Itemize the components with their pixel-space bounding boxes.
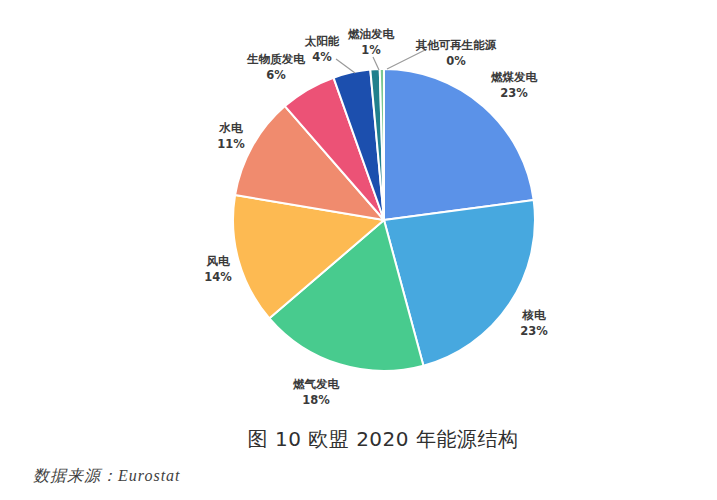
- slice-percent: 23%: [469, 85, 559, 101]
- figure: 燃煤发电 23% 核电 23% 燃气发电 18% 风电 14% 水电 11% 生…: [0, 0, 717, 500]
- slice-name: 水电: [186, 120, 276, 136]
- slice-percent: 18%: [271, 392, 361, 408]
- slice-name: 燃气发电: [271, 376, 361, 392]
- leader-line: [373, 57, 379, 70]
- slice-label-hydro: 水电 11%: [186, 120, 276, 152]
- pie-chart: [0, 0, 717, 500]
- slice-name: 燃煤发电: [469, 69, 559, 85]
- slice-name: 核电: [494, 307, 574, 323]
- slice-percent: 14%: [173, 269, 263, 285]
- slice-label-coal: 燃煤发电 23%: [469, 69, 559, 101]
- slice-percent: 11%: [186, 136, 276, 152]
- data-source: 数据来源：Eurostat: [33, 466, 181, 487]
- slice-label-wind: 风电 14%: [173, 253, 263, 285]
- slice-name: 风电: [173, 253, 263, 269]
- slice-label-gas: 燃气发电 18%: [271, 376, 361, 408]
- slice-percent: 6%: [221, 67, 331, 83]
- chart-title: 图 10 欧盟 2020 年能源结构: [49, 426, 717, 453]
- slice-label-other-renewables: 其他可再生能源 0%: [401, 37, 511, 69]
- slice-name: 其他可再生能源: [401, 37, 511, 53]
- slice-percent: 23%: [494, 323, 574, 339]
- slice-percent: 0%: [401, 53, 511, 69]
- slice-label-nuclear: 核电 23%: [494, 307, 574, 339]
